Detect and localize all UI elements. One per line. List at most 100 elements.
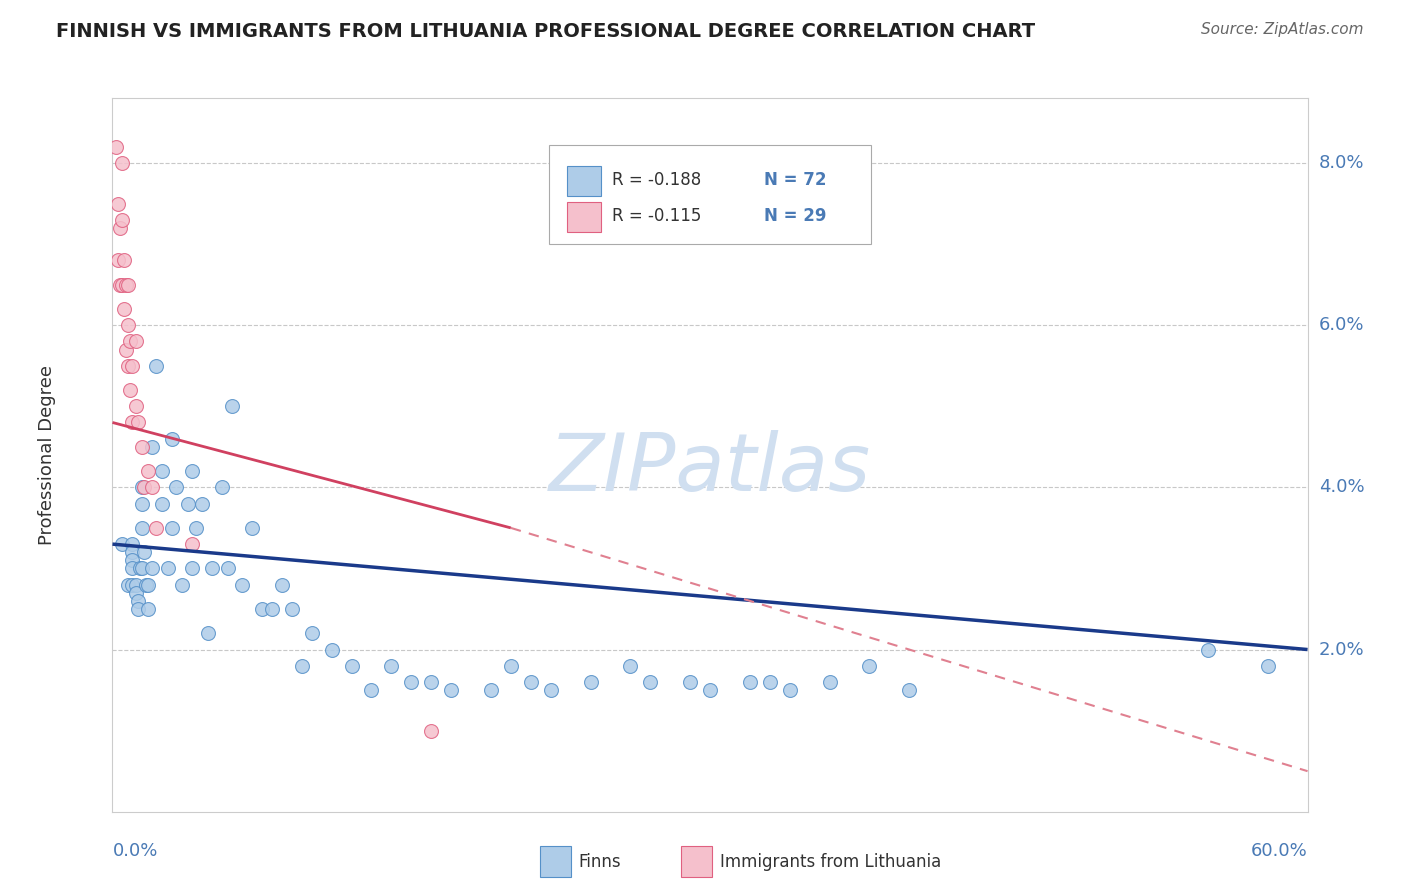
Point	[110, 277, 132, 292]
Point	[138, 464, 160, 478]
Point	[540, 683, 562, 698]
Point	[499, 658, 522, 673]
Text: N = 29: N = 29	[763, 207, 827, 225]
Point	[127, 416, 149, 430]
Point	[898, 683, 921, 698]
Point	[125, 586, 148, 600]
Point	[162, 432, 183, 446]
Point	[150, 464, 173, 478]
Point	[105, 140, 128, 154]
Point	[145, 521, 167, 535]
FancyBboxPatch shape	[540, 846, 571, 878]
Point	[301, 626, 323, 640]
Point	[110, 220, 132, 235]
Point	[121, 359, 143, 373]
Text: 8.0%: 8.0%	[1319, 154, 1364, 172]
Point	[141, 480, 163, 494]
Point	[172, 577, 194, 591]
Text: Professional Degree: Professional Degree	[38, 365, 56, 545]
Point	[679, 675, 702, 690]
Point	[131, 521, 153, 535]
Point	[121, 561, 143, 575]
Point	[111, 537, 134, 551]
Point	[217, 561, 239, 575]
Point	[738, 675, 761, 690]
Point	[191, 497, 214, 511]
Point	[380, 658, 402, 673]
Point	[291, 658, 314, 673]
Point	[181, 464, 204, 478]
Point	[127, 594, 149, 608]
Point	[281, 602, 304, 616]
Point	[117, 277, 139, 292]
Point	[197, 626, 219, 640]
Point	[270, 577, 292, 591]
Point	[181, 537, 204, 551]
Text: 4.0%: 4.0%	[1319, 478, 1364, 496]
Point	[131, 561, 153, 575]
Text: R = -0.188: R = -0.188	[612, 171, 702, 189]
Point	[121, 553, 143, 567]
Point	[260, 602, 283, 616]
Text: R = -0.115: R = -0.115	[612, 207, 702, 225]
Text: 6.0%: 6.0%	[1319, 316, 1364, 334]
Point	[157, 561, 180, 575]
Point	[125, 577, 148, 591]
Point	[111, 212, 134, 227]
Point	[129, 561, 152, 575]
Point	[638, 675, 662, 690]
Point	[479, 683, 502, 698]
Point	[340, 658, 363, 673]
Point	[211, 480, 233, 494]
Point	[201, 561, 224, 575]
Point	[121, 416, 143, 430]
FancyBboxPatch shape	[682, 846, 713, 878]
Point	[221, 399, 243, 413]
Point	[114, 253, 135, 268]
Point	[141, 440, 163, 454]
Point	[135, 577, 157, 591]
Point	[115, 343, 138, 357]
Point	[177, 497, 200, 511]
Point	[240, 521, 263, 535]
Point	[120, 383, 142, 397]
Point	[250, 602, 273, 616]
Text: Source: ZipAtlas.com: Source: ZipAtlas.com	[1201, 22, 1364, 37]
Point	[759, 675, 782, 690]
Point	[165, 480, 187, 494]
Point	[420, 723, 443, 738]
Point	[134, 545, 156, 559]
Point	[360, 683, 382, 698]
Point	[125, 399, 148, 413]
Point	[186, 521, 208, 535]
Point	[181, 561, 204, 575]
Point	[125, 334, 148, 349]
FancyBboxPatch shape	[567, 166, 602, 196]
Point	[131, 480, 153, 494]
Point	[150, 497, 173, 511]
Point	[818, 675, 841, 690]
Point	[401, 675, 423, 690]
Point	[121, 577, 143, 591]
Point	[111, 156, 134, 170]
Point	[138, 602, 160, 616]
Point	[1257, 658, 1279, 673]
Point	[131, 440, 153, 454]
Point	[117, 577, 139, 591]
Point	[107, 196, 129, 211]
Point	[579, 675, 602, 690]
Point	[117, 318, 139, 333]
Point	[138, 577, 160, 591]
Text: Finns: Finns	[579, 853, 621, 871]
Text: 0.0%: 0.0%	[112, 842, 157, 860]
Text: 60.0%: 60.0%	[1251, 842, 1308, 860]
Text: Immigrants from Lithuania: Immigrants from Lithuania	[720, 853, 941, 871]
Point	[134, 480, 156, 494]
Point	[699, 683, 721, 698]
Point	[145, 359, 167, 373]
Point	[420, 675, 443, 690]
Point	[114, 301, 135, 316]
Point	[858, 658, 880, 673]
Point	[107, 253, 129, 268]
Point	[131, 497, 153, 511]
